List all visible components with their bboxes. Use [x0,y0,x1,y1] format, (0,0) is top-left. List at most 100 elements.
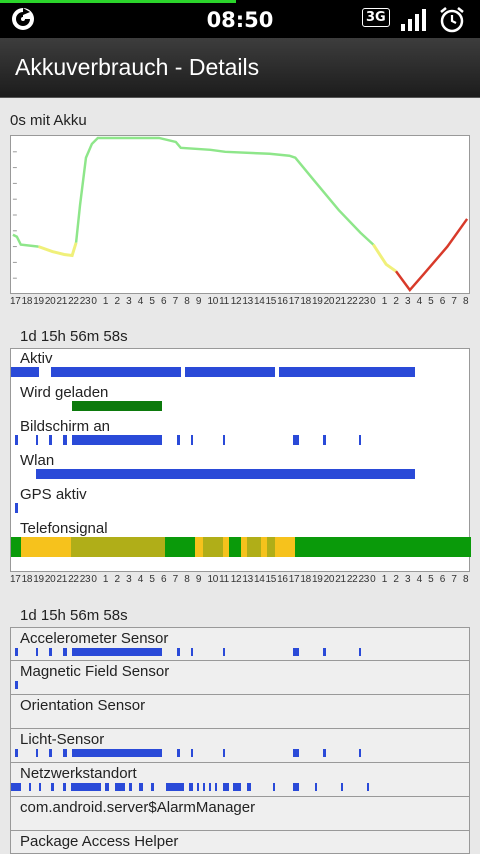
battery-line-red [395,218,469,293]
tick: 17 [288,296,300,307]
tick: 19 [33,296,44,307]
sensor-duration-label: 1d 15h 56m 58s [20,607,128,624]
title-bar: Akkuverbrauch - Details [0,38,480,98]
battery-chart-yticks [12,151,17,279]
sensor-timeline [15,648,361,656]
tick: 4 [137,296,144,307]
tick: 7 [451,574,457,585]
tick: 22 [68,574,79,585]
battery-duration-label: 0s mit Akku [10,112,87,129]
tick: 21 [56,574,67,585]
tick: 17 [10,296,21,307]
sensor-timeline [15,749,361,757]
tick: 17 [288,574,300,585]
sensor-row-orientation[interactable]: Orientation Sensor [10,695,470,729]
status-timeline-panel[interactable]: Aktiv Wird geladen Bildschirm an Wlan GP… [10,348,471,572]
sensor-row-alarm-manager[interactable]: com.android.server$AlarmManager [10,797,470,831]
row-label-aktiv: Aktiv [20,350,53,367]
tick: 23 [79,574,91,585]
tick: 6 [439,574,446,585]
tick: 18 [300,296,311,307]
tick: 18 [21,574,33,585]
tick: 17 [10,574,21,585]
tick: 8 [184,574,190,585]
row-label-wlan: Wlan [20,452,55,469]
tick: 8 [463,574,469,585]
battery-history-chart[interactable] [10,135,470,294]
tick: 19 [312,574,323,585]
tick: 4 [416,574,423,585]
tick: 8 [463,296,469,307]
tick: 18 [21,296,33,307]
tick: 10 [207,574,218,585]
tick: 1 [381,574,388,585]
tick: 3 [126,296,132,307]
tick: 20 [323,574,335,585]
tick: 8 [184,296,190,307]
sensor-label: Netzwerkstandort [20,765,137,782]
tick: 22 [346,296,358,307]
sensor-row-magnetic[interactable]: Magnetic Field Sensor [10,661,470,695]
tick: 22 [346,574,358,585]
tick: 9 [195,574,202,585]
row-label-charging: Wird geladen [20,384,109,401]
tick: 16 [277,296,288,307]
battery-line-green-1 [12,233,39,248]
tick: 16 [277,574,288,585]
tick: 12 [230,574,242,585]
tick: 18 [300,574,311,585]
sensor-label: Accelerometer Sensor [20,630,169,647]
tick: 19 [312,296,323,307]
signal-bars-icon [401,9,426,31]
battery-line-yellow-2 [372,243,397,273]
sensor-label: Magnetic Field Sensor [20,663,170,680]
tick: 20 [44,296,56,307]
tick: 19 [33,574,44,585]
tick: 7 [172,296,179,307]
tick: 13 [242,574,253,585]
tick: 21 [335,296,346,307]
tick: 0 [91,574,97,585]
tick: 5 [428,296,434,307]
timeline-wlan [36,469,415,479]
status-duration-label: 1d 15h 56m 58s [20,328,128,345]
tick: 13 [242,296,253,307]
timeline-gps [15,503,18,513]
tick: 6 [439,296,446,307]
tick: 3 [404,296,411,307]
sensor-row-light[interactable]: Licht-Sensor [10,729,470,763]
tick: 20 [44,574,56,585]
tick: 10 [207,296,218,307]
status-clock: 08:50 [206,8,274,32]
tick: 9 [195,296,202,307]
tick: 2 [114,574,121,585]
tick: 21 [56,296,67,307]
tick: 0 [370,574,376,585]
tick: 3 [404,574,411,585]
tick: 4 [137,574,144,585]
sensor-label: com.android.server$AlarmManager [20,799,256,816]
tick: 12 [230,296,242,307]
page-title: Akkuverbrauch - Details [15,54,260,80]
tick: 22 [68,296,79,307]
row-label-signal: Telefonsignal [20,520,108,537]
network-type-badge: 3G [362,8,390,27]
tick: 1 [381,296,388,307]
status-bar: 08:50 3G [0,0,480,38]
sensor-label: Orientation Sensor [20,697,146,714]
tick: 6 [161,574,167,585]
tick: 15 [265,574,277,585]
alarm-clock-icon [440,7,464,33]
timeline-screen [15,435,361,445]
tick: 15 [265,296,277,307]
tick: 14 [253,296,265,307]
tick: 2 [393,296,399,307]
row-label-screen: Bildschirm an [20,418,111,435]
tick: 1 [102,296,109,307]
tick: 23 [358,296,370,307]
timeline-signal [11,537,471,557]
sensor-row-network-location[interactable]: Netzwerkstandort [10,763,470,797]
sensor-row-accelerometer[interactable]: Accelerometer Sensor [10,627,470,661]
sensor-row-package-access-helper[interactable]: Package Access Helper [10,831,470,854]
tick: 4 [416,296,423,307]
